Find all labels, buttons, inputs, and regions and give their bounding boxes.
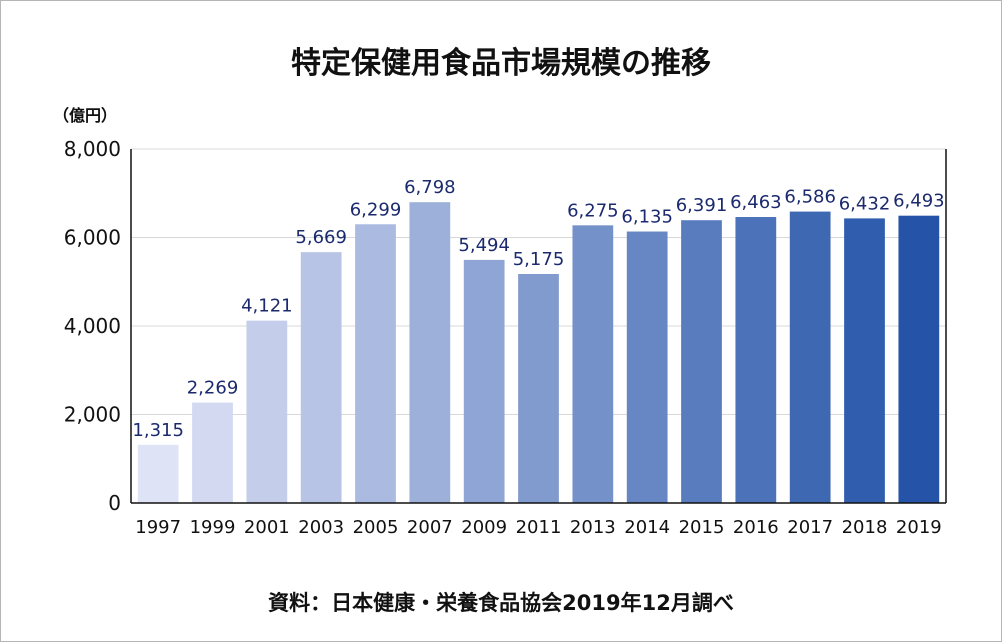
x-tick-label: 2011 (516, 517, 562, 538)
y-tick-label: 6,000 (64, 226, 121, 250)
bar-value-label: 5,669 (295, 227, 347, 248)
x-tick-label: 2018 (842, 517, 888, 538)
x-tick-label: 2005 (353, 517, 399, 538)
bar-value-label: 6,135 (621, 207, 673, 228)
x-tick-label: 2003 (298, 517, 344, 538)
bar-value-label: 2,269 (187, 378, 239, 399)
x-tick-label: 2015 (679, 517, 725, 538)
bar-value-label: 1,315 (132, 420, 184, 441)
bar (355, 224, 396, 503)
bar-value-label: 6,391 (676, 195, 728, 216)
bar-value-label: 6,463 (730, 192, 782, 213)
x-tick-label: 1999 (190, 517, 236, 538)
bar-value-label: 6,299 (350, 199, 402, 220)
bar-value-label: 4,121 (241, 296, 293, 317)
bar (518, 274, 559, 503)
y-tick-label: 8,000 (64, 137, 121, 161)
axes (130, 149, 947, 504)
x-tick-label: 2007 (407, 517, 453, 538)
bar (409, 202, 451, 503)
bar-value-label: 6,275 (567, 200, 619, 221)
bar (246, 320, 288, 503)
bar-value-label: 5,175 (513, 249, 565, 270)
bar-value-label: 6,432 (839, 193, 891, 214)
chart-title: 特定保健用食品市場規模の推移 (291, 46, 711, 81)
x-tick-label: 2014 (624, 517, 670, 538)
bar-value-label: 6,493 (893, 191, 945, 212)
source-note: 資料：日本健康・栄養食品協会2019年12月調べ (268, 591, 734, 615)
bar-value-label: 5,494 (458, 235, 510, 256)
y-tick-labels: 0 2,000 4,000 6,000 8,000 (64, 137, 121, 515)
bar-value-label: 6,586 (784, 187, 836, 208)
bar (463, 259, 505, 503)
y-tick-label: 4,000 (64, 314, 121, 338)
y-tick-label: 0 (108, 491, 121, 515)
bar (300, 252, 342, 503)
bar (626, 231, 668, 503)
bar (789, 211, 831, 503)
x-tick-label: 2017 (787, 517, 833, 538)
bar (572, 225, 614, 504)
y-axis-unit-label: （億円） (53, 106, 117, 125)
bars (137, 202, 940, 504)
y-tick-label: 2,000 (64, 403, 121, 427)
x-tick-label: 2009 (461, 517, 507, 538)
bar (898, 215, 940, 503)
x-tick-label: 2016 (733, 517, 779, 538)
x-tick-label: 2013 (570, 517, 616, 538)
x-tick-label: 2001 (244, 517, 290, 538)
bar (192, 402, 233, 503)
bar (137, 444, 179, 503)
x-tick-labels: 1997 1999 2001 2003 2005 2007 2009 2011 2013 2014… (135, 517, 941, 538)
bar-value-label: 6,798 (404, 177, 456, 198)
bar (681, 220, 722, 504)
x-tick-label: 2019 (896, 517, 942, 538)
bar (735, 217, 777, 503)
bar (844, 218, 885, 503)
x-tick-label: 1997 (135, 517, 181, 538)
